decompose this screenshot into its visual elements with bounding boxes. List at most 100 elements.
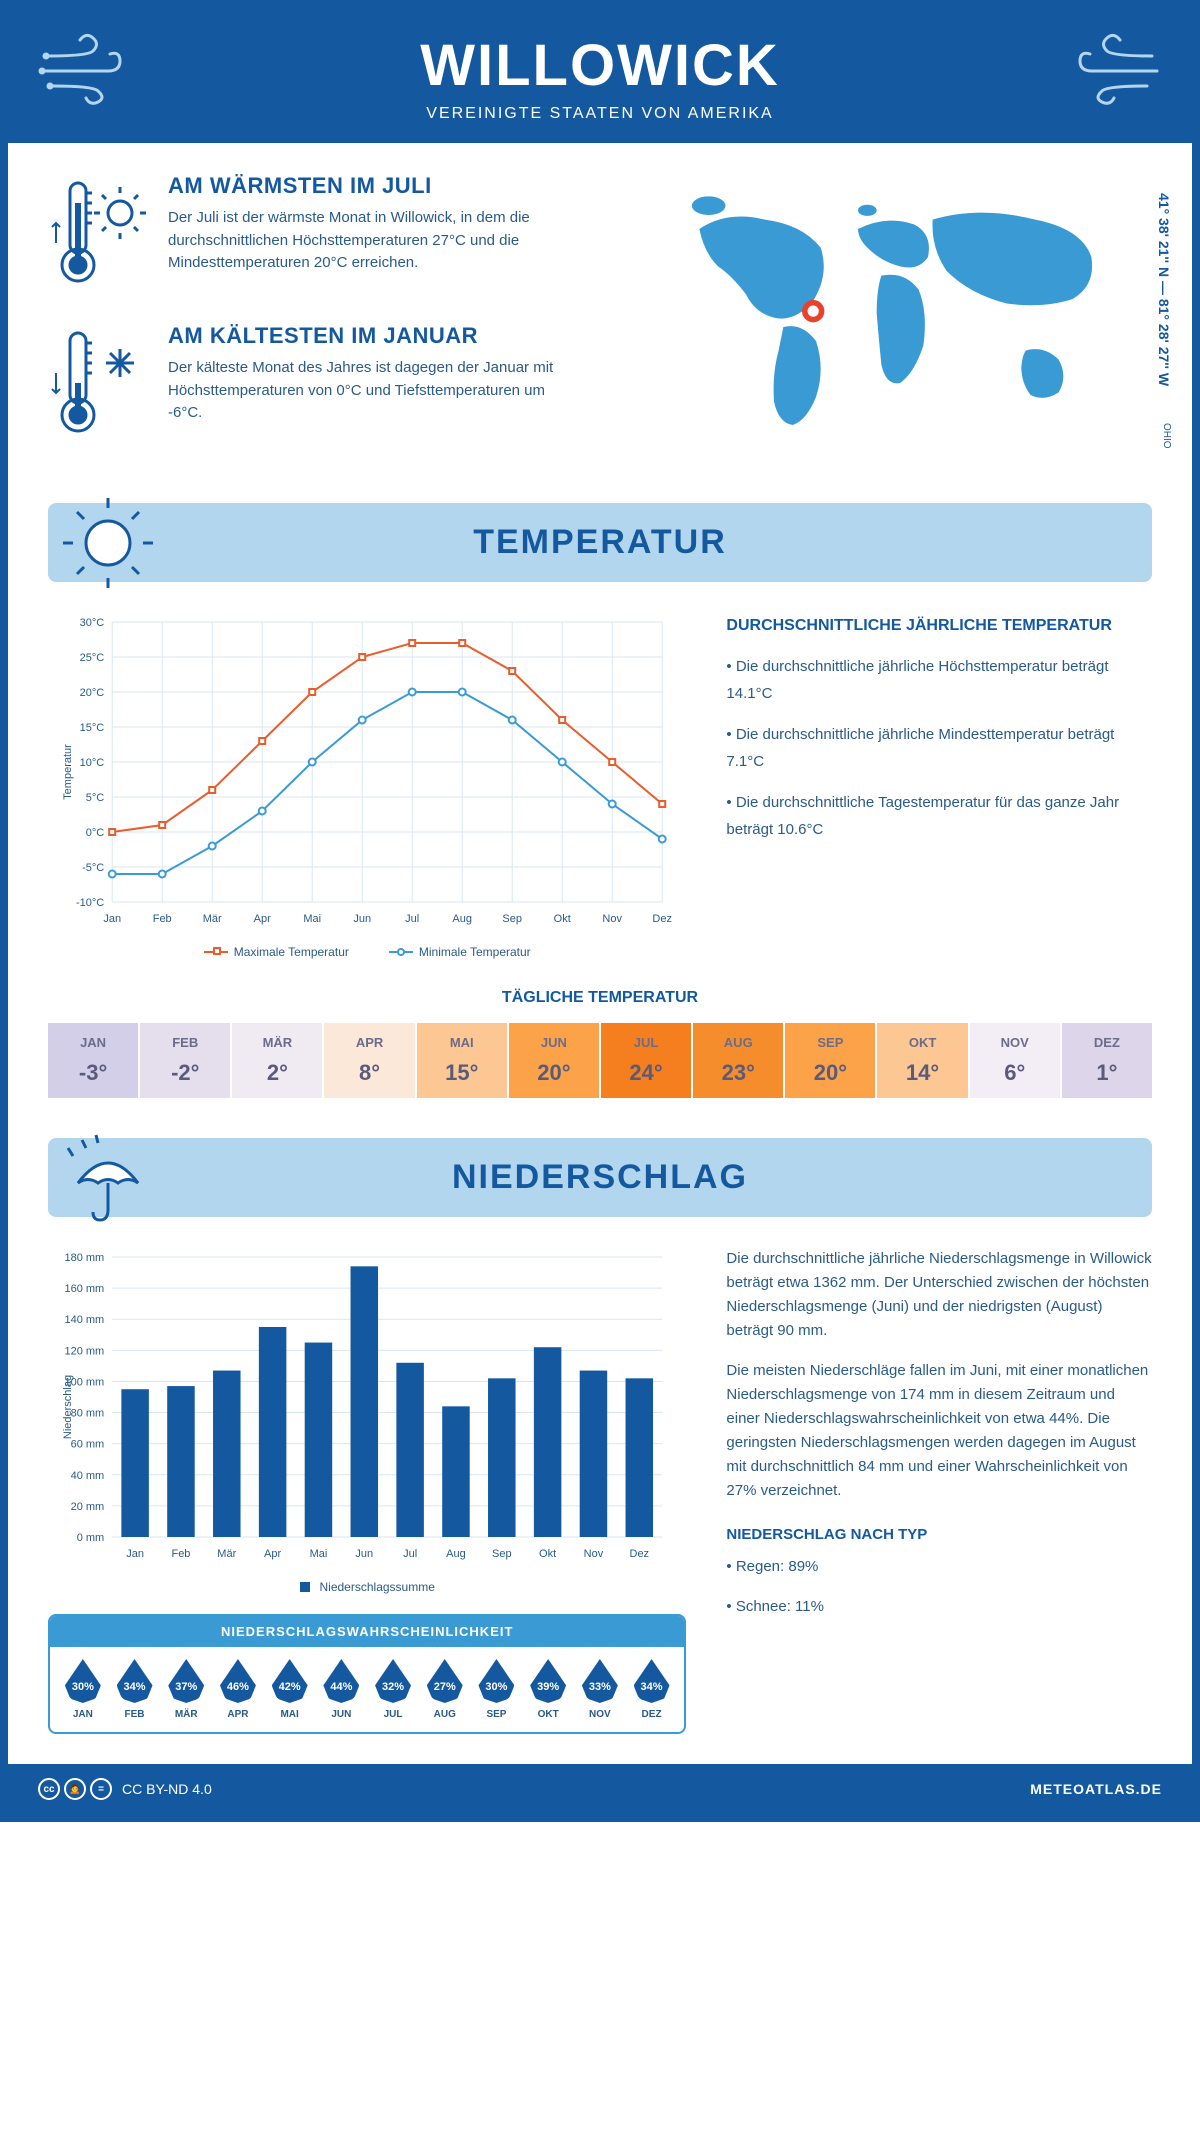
precip-type-bullet: • Regen: 89% (726, 1555, 1152, 1579)
precip-text: Die durchschnittliche jährliche Niedersc… (726, 1247, 1152, 1734)
svg-text:80 mm: 80 mm (71, 1408, 105, 1420)
country-subtitle: VEREINIGTE STAATEN VON AMERIKA (8, 105, 1192, 123)
svg-text:5°C: 5°C (86, 792, 105, 804)
temp-table-cell: MAI15° (417, 1023, 507, 1098)
probability-cell: 30%SEP (472, 1659, 522, 1720)
svg-text:60 mm: 60 mm (71, 1439, 105, 1451)
location-marker (805, 303, 822, 320)
svg-text:Sep: Sep (502, 913, 522, 925)
probability-cell: 42%MAI (265, 1659, 315, 1720)
infographic-frame: WILLOWICK VEREINIGTE STAATEN VON AMERIKA (0, 0, 1200, 1822)
temp-table-cell: DEZ1° (1062, 1023, 1152, 1098)
temp-table-cell: AUG23° (693, 1023, 783, 1098)
svg-text:15°C: 15°C (80, 722, 105, 734)
svg-text:0 mm: 0 mm (77, 1532, 105, 1544)
svg-text:Temperatur: Temperatur (62, 744, 74, 800)
svg-text:160 mm: 160 mm (64, 1283, 104, 1295)
warmest-title: AM WÄRMSTEN IM JULI (168, 173, 580, 199)
region-label: OHIO (1161, 423, 1172, 449)
coldest-title: AM KÄLTESTEN IM JANUAR (168, 323, 580, 349)
temp-table-cell: JUL24° (601, 1023, 691, 1098)
probability-cell: 30%JAN (58, 1659, 108, 1720)
daily-temp-table: JAN-3°FEB-2°MÄR2°APR8°MAI15°JUN20°JUL24°… (48, 1023, 1152, 1098)
svg-text:Apr: Apr (264, 1548, 281, 1560)
site-name: METEOATLAS.DE (1030, 1781, 1162, 1797)
temp-table-cell: MÄR2° (232, 1023, 322, 1098)
svg-text:Niederschlag: Niederschlag (62, 1375, 74, 1439)
svg-text:180 mm: 180 mm (64, 1252, 104, 1264)
temp-bullet: • Die durchschnittliche Tagestemperatur … (726, 789, 1152, 843)
header: WILLOWICK VEREINIGTE STAATEN VON AMERIKA (8, 8, 1192, 143)
coldest-block: AM KÄLTESTEN IM JANUAR Der kälteste Mona… (48, 323, 580, 443)
temp-table-cell: SEP20° (785, 1023, 875, 1098)
svg-text:0°C: 0°C (86, 827, 105, 839)
probability-cell: 39%OKT (523, 1659, 573, 1720)
precip-type-bullet: • Schnee: 11% (726, 1595, 1152, 1619)
svg-text:Jun: Jun (353, 913, 371, 925)
precip-heading: NIEDERSCHLAG (48, 1158, 1152, 1197)
world-map (620, 173, 1152, 453)
umbrella-icon (58, 1128, 158, 1228)
svg-text:Okt: Okt (554, 913, 571, 925)
probability-cell: 32%JUL (368, 1659, 418, 1720)
svg-text:20°C: 20°C (80, 687, 105, 699)
thermometer-sun-icon (48, 173, 148, 293)
license-text: CC BY-ND 4.0 (122, 1781, 212, 1797)
probability-title: NIEDERSCHLAGSWAHRSCHEINLICHKEIT (50, 1616, 684, 1647)
temperature-banner: TEMPERATUR (48, 503, 1152, 582)
svg-text:Mai: Mai (310, 1548, 328, 1560)
svg-text:Sep: Sep (492, 1548, 512, 1560)
temperature-heading: TEMPERATUR (48, 523, 1152, 562)
temp-table-cell: NOV6° (970, 1023, 1060, 1098)
svg-text:40 mm: 40 mm (71, 1470, 105, 1482)
svg-text:20 mm: 20 mm (71, 1501, 105, 1513)
probability-cell: 37%MÄR (161, 1659, 211, 1720)
svg-text:Aug: Aug (452, 913, 472, 925)
temp-bullet: • Die durchschnittliche jährliche Höchst… (726, 653, 1152, 707)
warmest-block: AM WÄRMSTEN IM JULI Der Juli ist der wär… (48, 173, 580, 293)
probability-box: NIEDERSCHLAGSWAHRSCHEINLICHKEIT 30%JAN34… (48, 1614, 686, 1734)
thermometer-snow-icon (48, 323, 148, 443)
probability-cell: 34%DEZ (627, 1659, 677, 1720)
svg-text:30°C: 30°C (80, 617, 105, 629)
probability-cell: 33%NOV (575, 1659, 625, 1720)
precip-p1: Die durchschnittliche jährliche Niedersc… (726, 1247, 1152, 1343)
svg-text:Jan: Jan (103, 913, 121, 925)
probability-cell: 34%FEB (110, 1659, 160, 1720)
sun-icon (58, 493, 158, 593)
probability-cell: 46%APR (213, 1659, 263, 1720)
svg-text:-10°C: -10°C (76, 897, 104, 909)
warmest-text: Der Juli ist der wärmste Monat in Willow… (168, 207, 580, 275)
svg-text:Feb: Feb (153, 913, 172, 925)
svg-text:140 mm: 140 mm (64, 1314, 104, 1326)
temp-table-cell: JAN-3° (48, 1023, 138, 1098)
license: cc 🙍 = CC BY-ND 4.0 (38, 1778, 212, 1800)
temp-legend: Maximale Temperatur Minimale Temperatur (48, 945, 686, 959)
svg-text:120 mm: 120 mm (64, 1345, 104, 1357)
footer: cc 🙍 = CC BY-ND 4.0 METEOATLAS.DE (8, 1764, 1192, 1814)
svg-text:Apr: Apr (254, 913, 271, 925)
precip-chart: 0 mm20 mm40 mm60 mm80 mm100 mm120 mm140 … (48, 1247, 686, 1567)
svg-text:Dez: Dez (652, 913, 672, 925)
svg-text:Nov: Nov (602, 913, 622, 925)
city-title: WILLOWICK (8, 32, 1192, 99)
svg-text:10°C: 10°C (80, 757, 105, 769)
by-icon: 🙍 (64, 1778, 86, 1800)
temp-table-cell: APR8° (324, 1023, 414, 1098)
svg-text:Mär: Mär (217, 1548, 236, 1560)
daily-temp-title: TÄGLICHE TEMPERATUR (48, 989, 1152, 1007)
temp-bullet: • Die durchschnittliche jährliche Mindes… (726, 721, 1152, 775)
probability-cell: 27%AUG (420, 1659, 470, 1720)
nd-icon: = (90, 1778, 112, 1800)
svg-text:Aug: Aug (446, 1548, 466, 1560)
wind-icon (38, 26, 158, 106)
probability-cell: 44%JUN (317, 1659, 367, 1720)
temperature-chart: -10°C-5°C0°C5°C10°C15°C20°C25°C30°CJanFe… (48, 612, 686, 959)
precip-p2: Die meisten Niederschläge fallen im Juni… (726, 1359, 1152, 1503)
svg-text:Mai: Mai (303, 913, 321, 925)
precip-banner: NIEDERSCHLAG (48, 1138, 1152, 1217)
svg-text:25°C: 25°C (80, 652, 105, 664)
svg-text:Nov: Nov (584, 1548, 604, 1560)
svg-text:Mär: Mär (203, 913, 222, 925)
svg-text:Jan: Jan (126, 1548, 144, 1560)
